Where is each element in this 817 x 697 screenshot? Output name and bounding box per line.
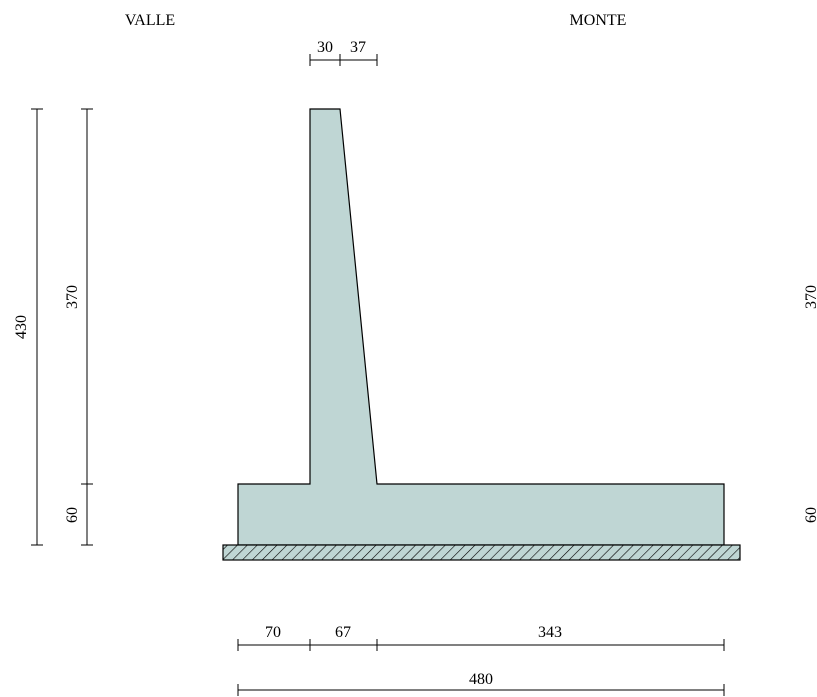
- dim-total-height: 430: [13, 315, 30, 339]
- dim-top-crest-right: 37: [350, 39, 366, 56]
- base-split-dimension: [237, 639, 725, 651]
- wall-section: [237, 108, 725, 546]
- dim-stem-base-width: 67: [335, 624, 351, 641]
- foundation-hatch: [222, 544, 741, 561]
- dim-base-height-left: 60: [64, 507, 81, 523]
- dim-base-height-right: 60: [803, 507, 817, 523]
- dim-total-width: 480: [469, 671, 493, 688]
- total-height-dimension: [31, 108, 43, 546]
- dim-top-crest-left: 30: [317, 39, 333, 56]
- dim-stem-height-right: 370: [803, 285, 817, 309]
- dim-toe-width: 70: [265, 624, 281, 641]
- valle-label: VALLE: [125, 12, 175, 29]
- dim-stem-height-left: 370: [64, 285, 81, 309]
- partial-height-dimension-left: [81, 108, 93, 546]
- monte-label: MONTE: [570, 12, 627, 29]
- total-width-dimension: [237, 684, 725, 696]
- top-dimension: [309, 54, 378, 66]
- dim-heel-width: 343: [538, 624, 562, 641]
